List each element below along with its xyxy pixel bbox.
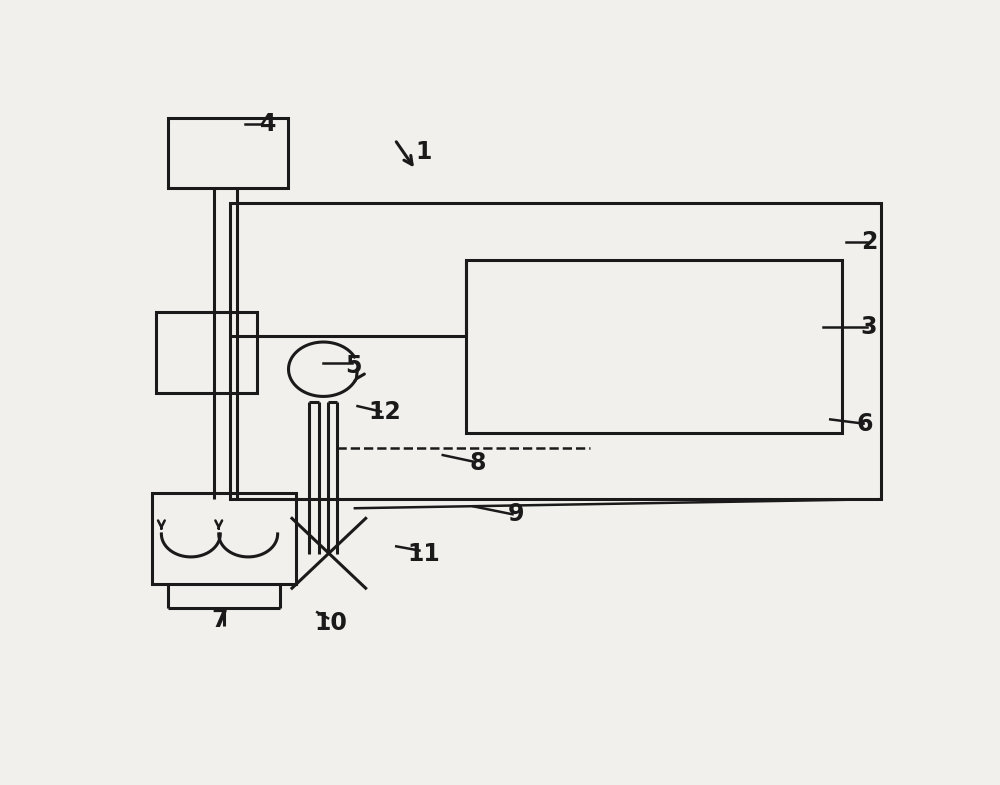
Text: 7: 7 bbox=[211, 608, 228, 632]
Text: 8: 8 bbox=[469, 451, 486, 475]
Text: 11: 11 bbox=[407, 542, 440, 565]
Text: 3: 3 bbox=[861, 315, 877, 339]
Bar bbox=[466, 261, 842, 433]
Text: 5: 5 bbox=[345, 354, 362, 378]
Text: 4: 4 bbox=[260, 112, 277, 137]
Text: 2: 2 bbox=[861, 230, 877, 254]
Text: 10: 10 bbox=[314, 611, 347, 635]
Bar bbox=[230, 203, 881, 499]
Text: 12: 12 bbox=[368, 400, 401, 424]
Bar bbox=[156, 312, 257, 393]
Text: 1: 1 bbox=[415, 140, 432, 163]
Text: 6: 6 bbox=[857, 411, 873, 436]
Bar bbox=[152, 493, 296, 584]
Bar bbox=[168, 119, 288, 188]
Text: 9: 9 bbox=[508, 502, 525, 526]
